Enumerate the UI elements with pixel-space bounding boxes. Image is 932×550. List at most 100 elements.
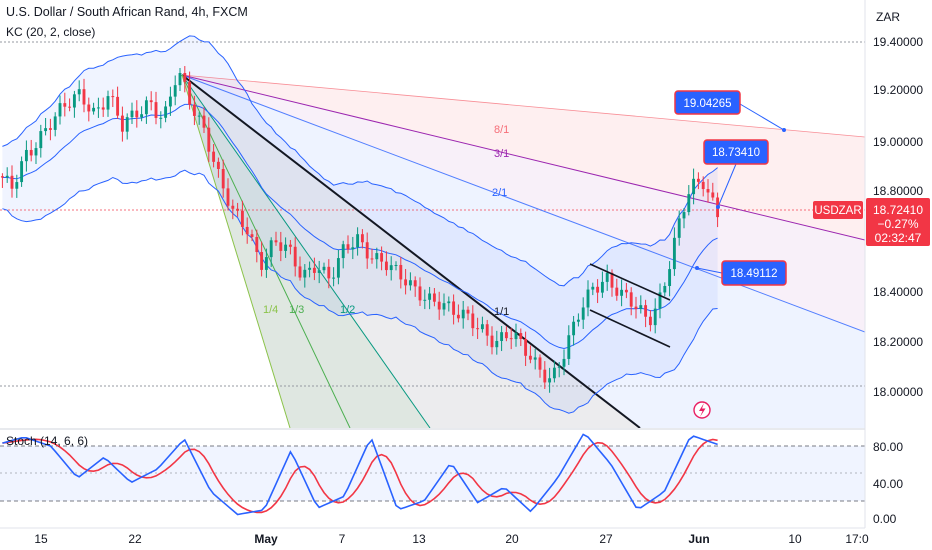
fan-label-1-3: 1/3 bbox=[289, 304, 304, 316]
candle-body bbox=[456, 314, 460, 319]
flag-channel-upper bbox=[589, 263, 671, 301]
candle-body bbox=[197, 115, 201, 117]
candle-body bbox=[620, 289, 624, 296]
candle-body bbox=[687, 194, 691, 213]
candle-body bbox=[658, 292, 662, 309]
candle-body bbox=[188, 81, 192, 105]
fan-line-3-1 bbox=[181, 74, 865, 241]
candle-body bbox=[437, 301, 441, 310]
candle-body bbox=[269, 240, 273, 258]
currency-label[interactable]: ZAR bbox=[876, 10, 900, 24]
candle-body bbox=[226, 188, 230, 206]
candle-body bbox=[509, 338, 513, 340]
candle-body bbox=[317, 270, 321, 273]
candle-body bbox=[567, 335, 571, 359]
kc-indicator-label[interactable]: KC (20, 2, close) bbox=[6, 25, 96, 39]
candle-body bbox=[116, 96, 120, 116]
candle-body bbox=[264, 257, 268, 270]
callout-18-49112[interactable]: 18.49112 bbox=[721, 260, 787, 286]
price-axis[interactable] bbox=[865, 0, 932, 530]
keltner-band-fill bbox=[2, 35, 718, 414]
candle-body bbox=[68, 106, 72, 108]
candle-body bbox=[120, 115, 124, 132]
callout-anchor-2 bbox=[716, 205, 720, 209]
time-tick-17: 17:0 bbox=[845, 532, 869, 546]
candle-body bbox=[144, 100, 148, 115]
candle-body bbox=[432, 293, 436, 302]
candle-body bbox=[207, 127, 211, 152]
stoch-k-line bbox=[2, 433, 718, 516]
time-tick-10: 10 bbox=[788, 532, 802, 546]
candle-body bbox=[576, 319, 580, 322]
candle-body bbox=[178, 73, 182, 86]
lightning-icon[interactable] bbox=[693, 401, 711, 419]
candle-body bbox=[351, 247, 355, 250]
candle-body bbox=[125, 117, 129, 132]
candle-body bbox=[480, 324, 484, 330]
candle-body bbox=[240, 210, 244, 227]
candle-body bbox=[538, 357, 542, 370]
fan-label-1-1: 1/1 bbox=[494, 306, 509, 318]
candle-body bbox=[87, 104, 91, 112]
callout-18-73410[interactable]: 18.73410 bbox=[703, 139, 769, 165]
candle-body bbox=[322, 266, 326, 271]
candle-body bbox=[442, 303, 446, 310]
candle-body bbox=[327, 266, 331, 279]
candle-body bbox=[706, 189, 710, 193]
callout-18-49112-text: 18.49112 bbox=[730, 268, 777, 280]
symbol-tag-text: USDZAR bbox=[814, 205, 861, 217]
candle-body bbox=[82, 89, 86, 105]
candle-body bbox=[20, 161, 24, 183]
fan-line-8-1 bbox=[181, 74, 865, 138]
callout-19-04265[interactable]: 19.04265 bbox=[674, 90, 741, 115]
candle-body bbox=[140, 114, 144, 118]
candle-body bbox=[106, 96, 110, 110]
candle-body bbox=[92, 107, 96, 112]
time-tick-15: 15 bbox=[34, 532, 48, 546]
candle-body bbox=[668, 269, 672, 287]
candle-body bbox=[533, 357, 537, 360]
candle-body bbox=[624, 289, 628, 293]
candle-body bbox=[365, 242, 369, 259]
candle-body bbox=[644, 305, 648, 317]
price-tick-19-0: 19.00000 bbox=[873, 135, 923, 149]
fan-label-1-4: 1/4 bbox=[263, 304, 278, 316]
candle-body bbox=[312, 267, 316, 273]
fan-line-1-2 bbox=[181, 74, 431, 428]
candle-body bbox=[461, 309, 465, 319]
candle-body bbox=[159, 117, 163, 119]
candle-body bbox=[346, 244, 350, 250]
candle-body bbox=[260, 252, 264, 270]
candle-body bbox=[370, 258, 374, 260]
stoch-indicator-label[interactable]: Stoch (14, 6, 6) bbox=[6, 434, 89, 448]
candle-body bbox=[543, 369, 547, 383]
price-tick-19-4: 19.40000 bbox=[873, 35, 923, 49]
stoch-tick-40: 40.00 bbox=[873, 477, 903, 491]
candle-body bbox=[135, 110, 139, 118]
time-tick-22: 22 bbox=[128, 532, 142, 546]
callout-leader-2 bbox=[717, 163, 737, 208]
candle-body bbox=[39, 131, 43, 149]
chart-title: U.S. Dollar / South African Rand, 4h, FX… bbox=[6, 5, 248, 19]
candle-body bbox=[221, 168, 225, 189]
candle-body bbox=[284, 244, 288, 251]
candle-body bbox=[692, 178, 696, 195]
candle-body bbox=[298, 266, 302, 278]
candle-body bbox=[34, 148, 38, 156]
time-axis[interactable] bbox=[0, 528, 932, 550]
candle-body bbox=[500, 332, 504, 341]
candle-body bbox=[404, 279, 408, 286]
candle-body bbox=[44, 128, 48, 132]
candle-body bbox=[528, 355, 532, 360]
bar-countdown: 02:32:47 bbox=[875, 231, 922, 245]
candle-body bbox=[77, 89, 81, 95]
candle-body bbox=[615, 287, 619, 296]
candle-body bbox=[29, 149, 33, 156]
candle-body bbox=[255, 236, 259, 253]
candle-body bbox=[600, 281, 604, 293]
candle-body bbox=[495, 340, 499, 348]
candle-body bbox=[399, 264, 403, 280]
candle-body bbox=[653, 308, 657, 326]
candle-body bbox=[293, 246, 297, 267]
candle-body bbox=[356, 234, 360, 248]
